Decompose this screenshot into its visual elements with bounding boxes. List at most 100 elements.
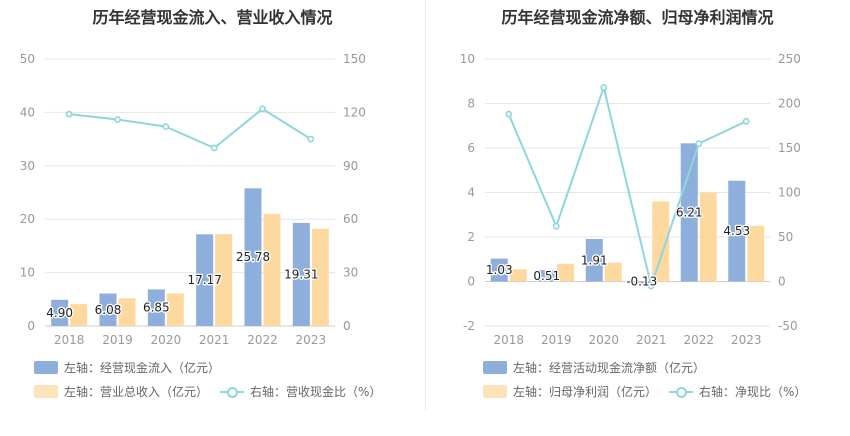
left-axis-tick-label: 40 bbox=[20, 105, 35, 119]
legend-item[interactable]: 左轴：营业总收入（亿元） bbox=[34, 383, 208, 400]
left-axis-tick-label: -2 bbox=[463, 319, 475, 333]
left-axis-tick-label: 10 bbox=[460, 52, 475, 66]
right-axis-tick-label: 0 bbox=[343, 319, 351, 333]
bar-data-label: 6.85 bbox=[143, 301, 170, 315]
left-axis-tick-label: 6 bbox=[467, 141, 475, 155]
bar-series-1 bbox=[196, 234, 214, 326]
left-axis-tick-label: 0 bbox=[467, 275, 475, 289]
bar-series-1 bbox=[585, 239, 603, 282]
ratio-line-point bbox=[307, 135, 315, 143]
x-axis-tick-label: 2021 bbox=[636, 333, 667, 347]
legend-swatch bbox=[483, 385, 507, 398]
x-axis-tick-label: 2020 bbox=[588, 333, 619, 347]
right-axis-tick-label: -50 bbox=[778, 319, 798, 333]
left-axis-tick-label: 2 bbox=[467, 230, 475, 244]
left-axis-tick-label: 50 bbox=[20, 52, 35, 66]
ratio-line-point bbox=[695, 140, 703, 147]
bar-data-label: 17.17 bbox=[187, 273, 221, 287]
bar-series-1 bbox=[633, 281, 651, 285]
x-axis-tick-label: 2023 bbox=[731, 333, 762, 347]
left-axis-tick-label: 30 bbox=[20, 159, 35, 173]
legend-label: 左轴：经营现金流入（亿元） bbox=[64, 361, 221, 375]
bar-data-label: -0.13 bbox=[626, 275, 657, 289]
bar-data-label: 1.03 bbox=[486, 263, 513, 277]
right-axis-tick-label: 120 bbox=[343, 105, 366, 119]
chart-title: 历年经营现金流入、营业收入情况 bbox=[92, 8, 333, 27]
x-axis-tick-label: 2021 bbox=[199, 333, 230, 347]
right-axis-tick-label: 150 bbox=[343, 52, 366, 66]
bar-series-2 bbox=[509, 269, 527, 282]
legend-label: 左轴：营业总收入（亿元） bbox=[64, 385, 209, 399]
bar-series-1 bbox=[51, 299, 69, 326]
legend-swatch bbox=[483, 361, 507, 374]
x-axis-tick-label: 2022 bbox=[247, 333, 278, 347]
bar-series-1 bbox=[490, 258, 508, 282]
x-axis-tick-label: 2022 bbox=[683, 333, 714, 347]
ratio-line-point bbox=[210, 144, 218, 152]
bar-data-label: 19.31 bbox=[284, 267, 318, 281]
right-axis-tick-label: 200 bbox=[778, 97, 801, 111]
legend-swatch bbox=[34, 361, 58, 374]
legend-item[interactable]: 左轴：经营活动现金流净额（亿元） bbox=[483, 359, 705, 376]
ratio-line-point bbox=[114, 116, 121, 123]
right-axis-tick-label: 90 bbox=[343, 159, 358, 173]
x-axis-tick-label: 2019 bbox=[102, 333, 133, 347]
legend-label: 右轴：净现比（%） bbox=[699, 385, 807, 399]
legend-item[interactable]: 左轴：归母净利润（亿元） bbox=[483, 383, 657, 400]
ratio-line bbox=[507, 83, 747, 290]
legend-label: 左轴：经营活动现金流净额（亿元） bbox=[513, 361, 706, 375]
right-axis-tick-label: 60 bbox=[343, 212, 358, 226]
bar-data-label: 25.78 bbox=[236, 250, 270, 264]
legend-line-swatch bbox=[220, 385, 244, 399]
chart-title: 历年经营现金流净额、归母净利润情况 bbox=[501, 8, 774, 27]
x-axis-tick-label: 2019 bbox=[541, 333, 572, 347]
bar-series-1 bbox=[538, 270, 556, 282]
left-axis-tick-label: 10 bbox=[20, 266, 35, 280]
ratio-line bbox=[69, 107, 312, 150]
left-axis-tick-label: 20 bbox=[20, 212, 35, 226]
x-axis-tick-label: 2020 bbox=[151, 333, 182, 347]
bar-series-2 bbox=[557, 263, 575, 282]
right-chart-panel: 历年经营现金流净额、归母净利润情况 -2 -50 0 0 2 50 4 100 6 150 8 200… bbox=[425, 0, 850, 436]
bar-series-2 bbox=[699, 192, 717, 282]
bar-series-2 bbox=[263, 213, 281, 326]
bar-series-2 bbox=[604, 262, 622, 282]
right-axis-tick-label: 30 bbox=[343, 266, 358, 280]
legend-swatch bbox=[34, 385, 58, 398]
bar-series-1 bbox=[244, 188, 262, 326]
legend-line-swatch bbox=[669, 385, 693, 399]
x-axis-tick-label: 2018 bbox=[493, 333, 524, 347]
bar-series-1 bbox=[99, 293, 117, 326]
bar-series-2 bbox=[118, 298, 136, 326]
panel-divider bbox=[425, 0, 426, 410]
bar-series-2 bbox=[70, 304, 88, 326]
ratio-line-point bbox=[742, 117, 750, 125]
bar-series-1 bbox=[292, 222, 310, 326]
x-axis-tick-label: 2018 bbox=[54, 333, 85, 347]
legend-item[interactable]: 右轴：营收现金比（%） bbox=[220, 383, 381, 400]
bar-data-label: 0.51 bbox=[533, 269, 560, 283]
legend-item[interactable]: 右轴：净现比（%） bbox=[669, 383, 806, 400]
ratio-line-point bbox=[647, 282, 655, 290]
bar-data-label: 1.91 bbox=[581, 253, 608, 267]
ratio-line-point bbox=[65, 110, 73, 118]
right-axis-tick-label: 0 bbox=[778, 275, 786, 289]
legend-item[interactable]: 左轴：经营现金流入（亿元） bbox=[34, 359, 220, 376]
ratio-line-point bbox=[505, 110, 513, 118]
bar-data-label: 4.53 bbox=[723, 224, 750, 238]
bar-series-1 bbox=[728, 180, 746, 282]
right-axis-tick-label: 100 bbox=[778, 186, 801, 200]
left-axis-tick-label: 0 bbox=[27, 319, 35, 333]
left-chart-panel: 历年经营现金流入、营业收入情况 0 0 10 30 20 60 30 90 40 120 50 150… bbox=[20, 8, 382, 400]
bar-data-label: 6.21 bbox=[676, 205, 703, 219]
bar-data-label: 4.90 bbox=[46, 306, 73, 320]
bar-series-2 bbox=[652, 201, 670, 282]
bar-series-2 bbox=[215, 234, 233, 326]
bar-series-2 bbox=[747, 225, 765, 282]
right-axis-tick-label: 250 bbox=[778, 52, 801, 66]
bar-series-1 bbox=[680, 143, 698, 282]
left-axis-tick-label: 8 bbox=[467, 97, 475, 111]
ratio-line-point bbox=[600, 84, 608, 91]
left-axis-tick-label: 4 bbox=[467, 186, 475, 200]
